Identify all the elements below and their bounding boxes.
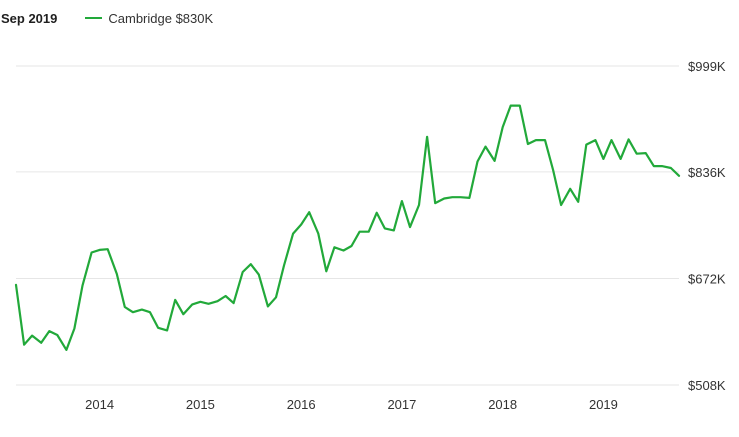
data-point[interactable]	[55, 333, 59, 337]
data-point[interactable]	[442, 197, 446, 201]
data-point[interactable]	[131, 310, 135, 314]
data-point[interactable]	[677, 174, 681, 178]
data-point[interactable]	[551, 168, 555, 172]
data-point[interactable]	[232, 301, 236, 305]
data-point[interactable]	[383, 226, 387, 230]
date-label: Sep 2019	[1, 10, 58, 26]
data-point[interactable]	[241, 270, 245, 274]
data-point[interactable]	[350, 244, 354, 248]
data-point[interactable]	[14, 283, 18, 287]
data-point[interactable]	[173, 298, 177, 302]
data-point[interactable]	[450, 195, 454, 199]
data-point[interactable]	[190, 302, 194, 306]
data-point[interactable]	[64, 348, 68, 352]
data-point[interactable]	[291, 232, 295, 236]
data-point[interactable]	[518, 104, 522, 108]
data-point[interactable]	[22, 343, 26, 347]
data-point[interactable]	[358, 230, 362, 234]
x-tick-label: 2015	[186, 397, 215, 412]
data-point[interactable]	[123, 305, 127, 309]
data-point[interactable]	[660, 164, 664, 168]
data-point[interactable]	[417, 203, 421, 207]
data-point[interactable]	[433, 201, 437, 205]
data-point[interactable]	[198, 300, 202, 304]
data-point[interactable]	[224, 294, 228, 298]
data-point[interactable]	[332, 245, 336, 249]
data-point[interactable]	[47, 329, 51, 333]
x-tick-label: 2018	[488, 397, 517, 412]
data-point[interactable]	[106, 247, 110, 251]
data-point[interactable]	[206, 302, 210, 306]
data-point[interactable]	[156, 326, 160, 330]
data-point[interactable]	[81, 284, 85, 288]
data-point[interactable]	[669, 166, 673, 170]
x-tick-label: 2016	[287, 397, 316, 412]
data-point[interactable]	[316, 232, 320, 236]
y-tick-label: $836K	[688, 165, 726, 180]
data-point[interactable]	[400, 199, 404, 203]
data-point[interactable]	[165, 328, 169, 332]
y-tick-label: $672K	[688, 271, 726, 286]
data-point[interactable]	[216, 299, 220, 303]
data-point[interactable]	[307, 210, 311, 214]
data-point[interactable]	[282, 263, 286, 267]
x-tick-label: 2014	[85, 397, 114, 412]
data-point[interactable]	[493, 159, 497, 163]
data-point[interactable]	[627, 137, 631, 141]
data-point[interactable]	[408, 225, 412, 229]
data-point[interactable]	[367, 230, 371, 234]
data-point[interactable]	[30, 334, 34, 338]
data-point[interactable]	[249, 262, 253, 266]
data-point[interactable]	[98, 248, 102, 252]
data-point[interactable]	[115, 272, 119, 276]
legend-label: Cambridge $830K	[108, 10, 214, 26]
data-point[interactable]	[39, 341, 43, 345]
data-point[interactable]	[324, 269, 328, 273]
data-point[interactable]	[90, 250, 94, 254]
data-point[interactable]	[601, 157, 605, 161]
data-point[interactable]	[593, 138, 597, 142]
data-point[interactable]	[467, 196, 471, 200]
data-point[interactable]	[501, 125, 505, 129]
data-point[interactable]	[484, 145, 488, 149]
data-point[interactable]	[543, 138, 547, 142]
legend-swatch	[85, 17, 103, 19]
data-point[interactable]	[181, 312, 185, 316]
data-point[interactable]	[458, 195, 462, 199]
data-point[interactable]	[534, 138, 538, 142]
data-point[interactable]	[266, 304, 270, 308]
x-tick-label: 2019	[589, 397, 618, 412]
data-point[interactable]	[299, 223, 303, 227]
data-point[interactable]	[584, 143, 588, 147]
y-tick-label: $508K	[688, 378, 726, 393]
data-point[interactable]	[568, 187, 572, 191]
data-point[interactable]	[609, 138, 613, 142]
data-point[interactable]	[475, 160, 479, 164]
data-point[interactable]	[509, 104, 513, 108]
data-point[interactable]	[257, 273, 261, 277]
data-point[interactable]	[526, 142, 530, 146]
legend[interactable]: Cambridge $830K	[85, 11, 213, 26]
data-point[interactable]	[425, 135, 429, 139]
x-tick-label: 2017	[387, 397, 416, 412]
data-point[interactable]	[375, 211, 379, 215]
data-point[interactable]	[619, 157, 623, 161]
data-point[interactable]	[644, 151, 648, 155]
data-point[interactable]	[652, 164, 656, 168]
data-point[interactable]	[140, 308, 144, 312]
data-point[interactable]	[148, 310, 152, 314]
series-line-0[interactable]	[14, 104, 681, 351]
data-point[interactable]	[392, 228, 396, 232]
data-point[interactable]	[576, 200, 580, 204]
data-point[interactable]	[341, 249, 345, 253]
data-point[interactable]	[72, 326, 76, 330]
data-point[interactable]	[559, 203, 563, 207]
data-point[interactable]	[274, 295, 278, 299]
chart-header: Sep 2019 Cambridge $830K	[0, 8, 213, 28]
y-tick-label: $999K	[688, 59, 726, 74]
data-point[interactable]	[635, 152, 639, 156]
